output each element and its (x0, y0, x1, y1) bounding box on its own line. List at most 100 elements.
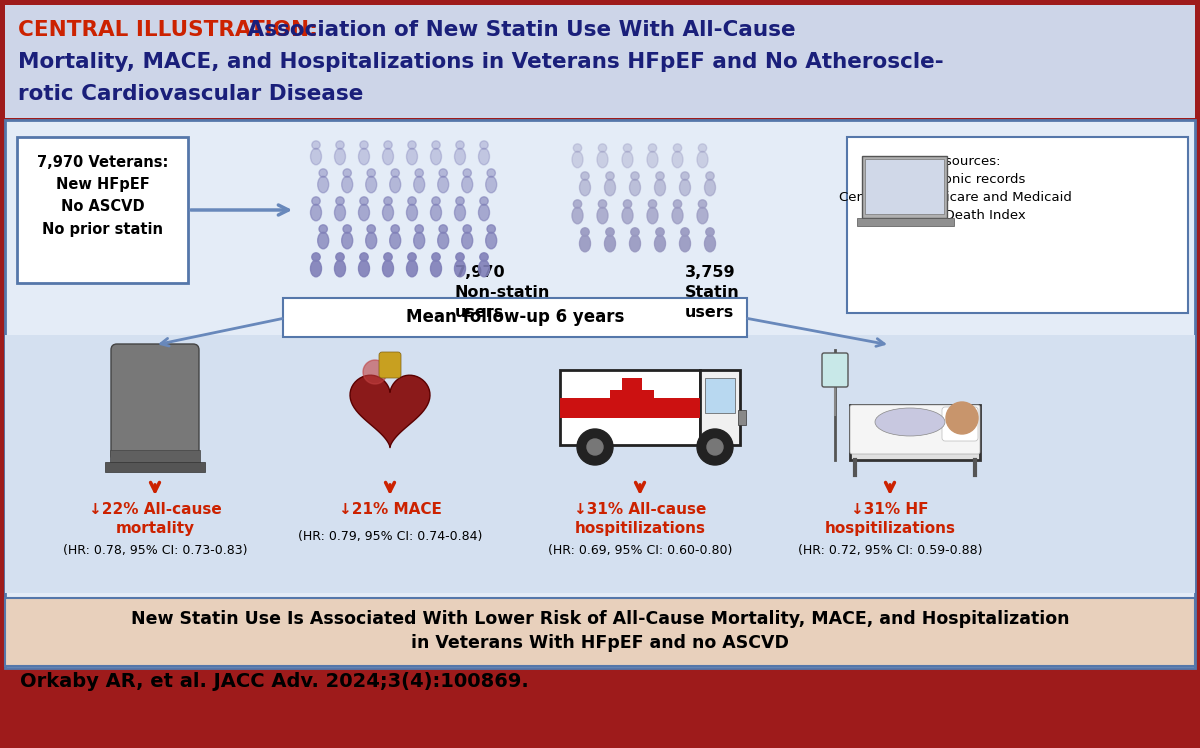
FancyBboxPatch shape (610, 390, 654, 406)
FancyBboxPatch shape (5, 598, 1195, 666)
Circle shape (336, 197, 344, 205)
Circle shape (606, 172, 614, 180)
Circle shape (673, 200, 682, 208)
Ellipse shape (630, 180, 641, 196)
Text: Orkaby AR, et al. JACC Adv. 2024;3(4):100869.: Orkaby AR, et al. JACC Adv. 2024;3(4):10… (20, 672, 529, 691)
Circle shape (415, 225, 424, 233)
FancyBboxPatch shape (560, 370, 700, 445)
Circle shape (606, 228, 614, 236)
Circle shape (656, 228, 664, 236)
Ellipse shape (672, 207, 683, 224)
Circle shape (432, 141, 440, 149)
Text: New Statin Use Is Associated With Lower Risk of All-Cause Mortality, MACE, and H: New Statin Use Is Associated With Lower … (131, 610, 1069, 628)
Ellipse shape (679, 180, 690, 196)
Ellipse shape (390, 233, 401, 249)
FancyBboxPatch shape (112, 344, 199, 461)
Ellipse shape (359, 148, 370, 165)
FancyBboxPatch shape (283, 298, 746, 337)
Ellipse shape (654, 180, 666, 196)
FancyBboxPatch shape (850, 405, 980, 454)
Ellipse shape (647, 151, 658, 168)
FancyBboxPatch shape (110, 450, 200, 468)
Circle shape (631, 172, 640, 180)
Circle shape (384, 141, 392, 149)
Ellipse shape (366, 233, 377, 249)
Ellipse shape (383, 204, 394, 221)
Ellipse shape (318, 177, 329, 193)
Text: ↓21% MACE: ↓21% MACE (338, 502, 442, 517)
Ellipse shape (455, 148, 466, 165)
Text: Mean follow-up 6 years: Mean follow-up 6 years (406, 308, 624, 326)
Circle shape (623, 144, 631, 152)
Circle shape (487, 225, 496, 233)
Circle shape (706, 172, 714, 180)
Ellipse shape (605, 180, 616, 196)
Text: Data sources:
VA electronic records
Centers for Medicare and Medicaid
National D: Data sources: VA electronic records Cent… (839, 155, 1072, 222)
FancyBboxPatch shape (106, 462, 205, 472)
Circle shape (706, 228, 714, 236)
Ellipse shape (407, 260, 418, 277)
Ellipse shape (580, 180, 590, 196)
Ellipse shape (455, 204, 466, 221)
Circle shape (574, 200, 582, 208)
Circle shape (648, 200, 656, 208)
Text: (HR: 0.69, 95% CI: 0.60-0.80): (HR: 0.69, 95% CI: 0.60-0.80) (548, 544, 732, 557)
Ellipse shape (431, 260, 442, 277)
Circle shape (384, 197, 392, 205)
FancyBboxPatch shape (850, 405, 980, 460)
Ellipse shape (580, 236, 590, 252)
Circle shape (480, 253, 488, 261)
Ellipse shape (335, 204, 346, 221)
Ellipse shape (572, 151, 583, 168)
Text: ↓31% HF
hospitilizations: ↓31% HF hospitilizations (824, 502, 955, 536)
Polygon shape (857, 218, 954, 226)
Circle shape (631, 228, 640, 236)
Circle shape (673, 144, 682, 152)
Ellipse shape (679, 236, 690, 252)
Ellipse shape (605, 236, 616, 252)
Circle shape (439, 169, 448, 177)
Ellipse shape (479, 204, 490, 221)
Circle shape (432, 197, 440, 205)
Text: CENTRAL ILLUSTRATION:: CENTRAL ILLUSTRATION: (18, 20, 318, 40)
Text: (HR: 0.79, 95% CI: 0.74-0.84): (HR: 0.79, 95% CI: 0.74-0.84) (298, 530, 482, 543)
Circle shape (946, 402, 978, 434)
Ellipse shape (630, 236, 641, 252)
Ellipse shape (462, 233, 473, 249)
Circle shape (367, 225, 376, 233)
Circle shape (463, 225, 472, 233)
Text: Association of New Statin Use With All-Cause: Association of New Statin Use With All-C… (240, 20, 796, 40)
Circle shape (656, 172, 664, 180)
Ellipse shape (672, 151, 683, 168)
FancyBboxPatch shape (5, 120, 1195, 668)
Ellipse shape (342, 233, 353, 249)
Circle shape (599, 200, 607, 208)
FancyBboxPatch shape (700, 370, 740, 445)
Circle shape (680, 228, 689, 236)
Circle shape (319, 169, 328, 177)
Circle shape (698, 200, 707, 208)
Circle shape (574, 144, 582, 152)
FancyBboxPatch shape (5, 5, 1195, 118)
Ellipse shape (431, 204, 442, 221)
FancyBboxPatch shape (865, 159, 944, 214)
Circle shape (336, 253, 344, 261)
Text: rotic Cardiovascular Disease: rotic Cardiovascular Disease (18, 84, 364, 104)
Circle shape (623, 200, 631, 208)
Circle shape (698, 144, 707, 152)
Circle shape (480, 141, 488, 149)
Ellipse shape (704, 180, 715, 196)
Circle shape (364, 360, 386, 384)
Ellipse shape (697, 151, 708, 168)
Ellipse shape (366, 177, 377, 193)
Circle shape (343, 225, 352, 233)
Circle shape (648, 144, 656, 152)
Circle shape (336, 141, 344, 149)
Ellipse shape (342, 177, 353, 193)
Circle shape (463, 169, 472, 177)
Ellipse shape (875, 408, 946, 436)
Text: ↓22% All-cause
mortality: ↓22% All-cause mortality (89, 502, 221, 536)
Ellipse shape (479, 148, 490, 165)
Text: 3,759
Statin
users: 3,759 Statin users (685, 265, 739, 319)
Circle shape (408, 253, 416, 261)
